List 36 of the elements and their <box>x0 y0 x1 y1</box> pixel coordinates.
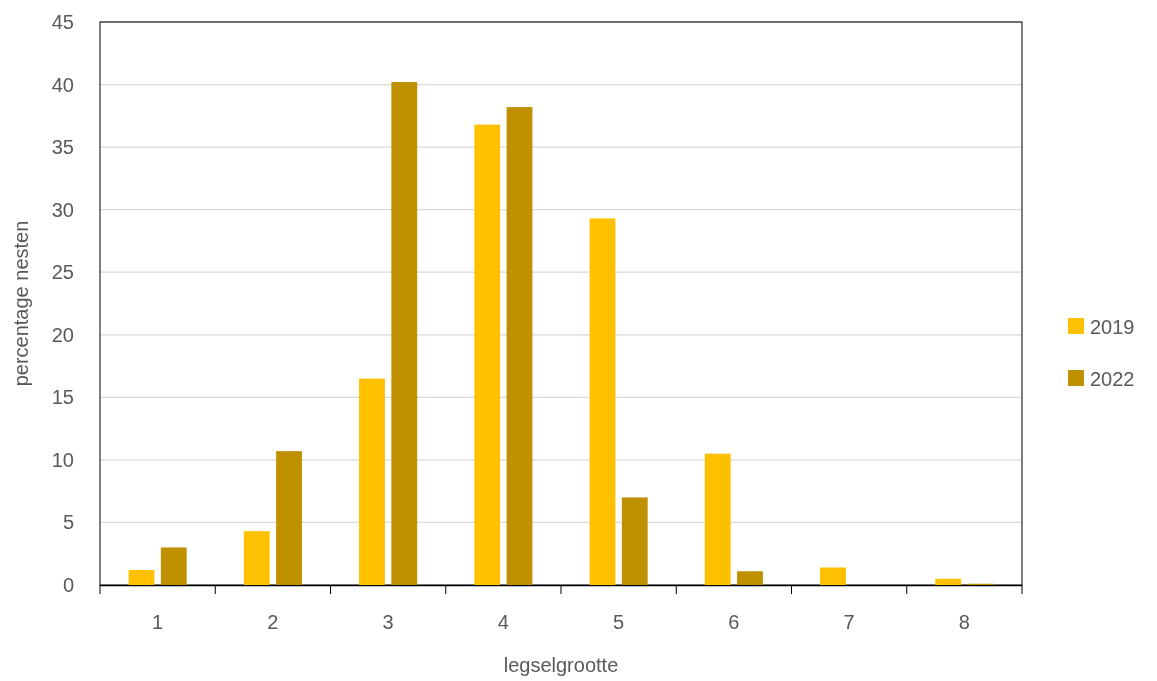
x-tick-label: 6 <box>728 611 740 633</box>
y-tick-label: 20 <box>51 323 74 346</box>
bar <box>506 107 533 585</box>
bar <box>128 569 155 585</box>
bar <box>160 547 187 585</box>
y-tick-label: 45 <box>51 11 74 33</box>
y-tick-label: 5 <box>62 511 74 534</box>
x-tick-label: 7 <box>843 611 855 633</box>
bar <box>935 578 962 585</box>
y-tick-label: 25 <box>51 261 74 284</box>
y-axis-title: percentage nesten <box>10 220 32 387</box>
x-tick-label: 3 <box>382 611 394 633</box>
bar <box>276 451 302 585</box>
bar <box>737 571 763 585</box>
bar <box>391 82 418 585</box>
x-tick-label: 1 <box>152 611 164 633</box>
bar <box>621 497 648 585</box>
bar <box>704 453 731 585</box>
y-tick-label: 10 <box>51 448 74 471</box>
legend-label: 2022 <box>1090 368 1135 390</box>
y-tick-label: 15 <box>51 386 74 409</box>
y-tick-label: 40 <box>51 73 74 96</box>
x-tick-label: 2 <box>267 611 279 633</box>
bar <box>589 218 616 585</box>
x-tick-label: 8 <box>958 611 970 633</box>
bar <box>820 567 846 585</box>
y-tick-label: 0 <box>62 574 74 596</box>
bar <box>243 531 270 585</box>
y-tick-label: 35 <box>51 136 74 159</box>
y-tick-label: 30 <box>51 198 74 221</box>
legend-label: 2019 <box>1090 316 1135 338</box>
x-axis-title: legselgrootte <box>503 654 619 676</box>
bar <box>359 378 385 585</box>
x-tick-label: 5 <box>613 611 625 633</box>
bar <box>474 124 501 585</box>
x-tick-label: 4 <box>497 611 509 633</box>
